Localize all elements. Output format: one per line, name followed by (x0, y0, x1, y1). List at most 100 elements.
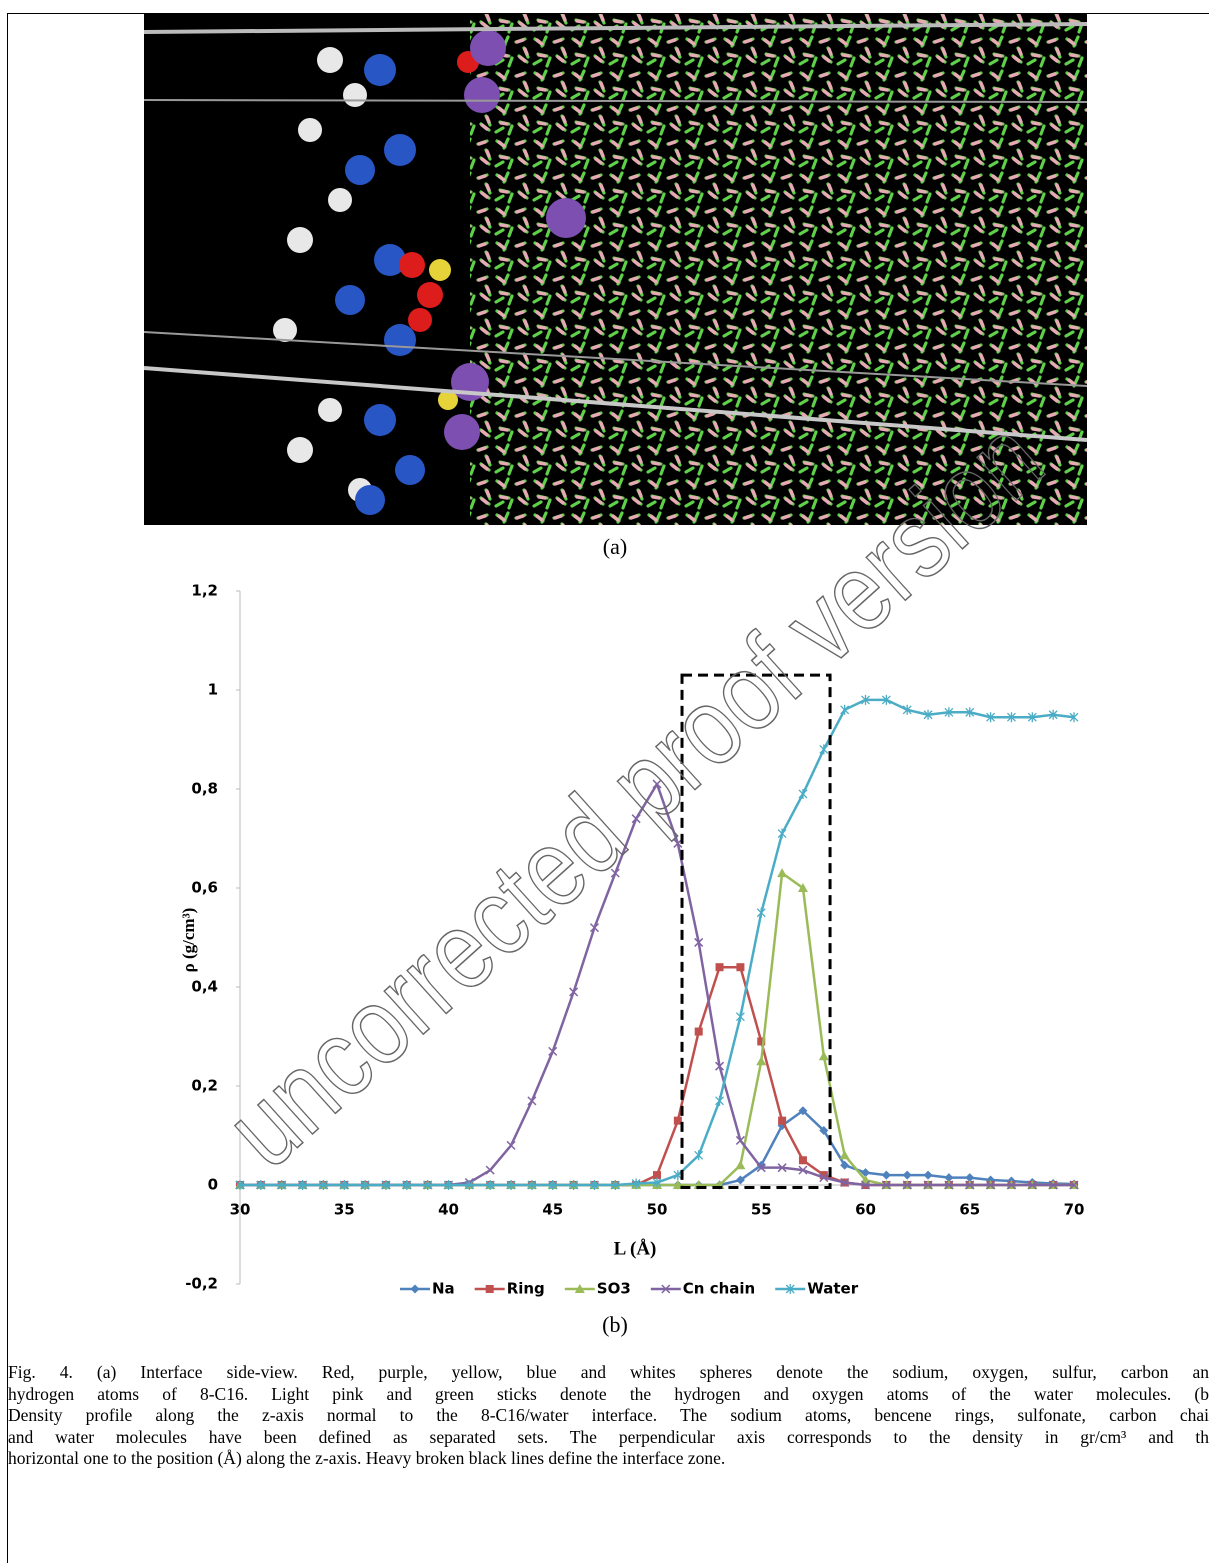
marker (444, 1180, 453, 1190)
legend: Na Ring SO3 Cn chain Water (400, 1280, 859, 1298)
marker (777, 1163, 787, 1173)
marker (631, 814, 641, 824)
marker (798, 1165, 808, 1175)
marker (485, 1165, 495, 1175)
snapshot-image (143, 14, 1088, 525)
marker (840, 704, 850, 715)
marker (589, 1180, 599, 1190)
marker (797, 883, 808, 892)
marker (235, 1180, 245, 1190)
marker (777, 828, 787, 839)
marker (256, 1180, 266, 1190)
x-tick-label: 30 (230, 1201, 251, 1219)
caption-line: horizontal one to the position (Å) along… (8, 1448, 726, 1468)
marker (735, 1160, 746, 1170)
marker (694, 937, 704, 947)
marker (527, 1096, 537, 1106)
marker (298, 1180, 308, 1190)
marker (506, 1180, 516, 1190)
marker (860, 1180, 871, 1190)
y-tick-label: 0,4 (191, 978, 218, 996)
marker (548, 1180, 558, 1190)
x-tick-label: 35 (334, 1201, 355, 1219)
marker (673, 1170, 683, 1181)
marker (673, 838, 683, 848)
marker (736, 963, 745, 972)
marker (785, 1284, 795, 1294)
marker (653, 1171, 661, 1180)
marker (965, 707, 975, 718)
x-tick-label: 45 (542, 1201, 563, 1219)
marker (798, 788, 808, 799)
marker (672, 1180, 683, 1189)
marker (923, 1180, 933, 1190)
x-tick-label: 60 (855, 1201, 876, 1219)
legend-label: Water (807, 1280, 858, 1298)
marker (1069, 712, 1079, 723)
marker (631, 1178, 641, 1189)
marker (861, 694, 870, 705)
marker (1006, 1180, 1016, 1190)
marker (661, 1284, 671, 1294)
marker (673, 1116, 682, 1125)
marker (819, 1126, 829, 1136)
y-tick-label: -0,2 (185, 1275, 218, 1293)
marker (819, 1173, 829, 1183)
marker (485, 1285, 494, 1293)
marker (1006, 712, 1016, 723)
caption-line: Density profile along the z-axis normal … (8, 1405, 1209, 1425)
x-axis-title: L (Å) (614, 1238, 657, 1259)
marker (694, 1027, 703, 1036)
marker (574, 1284, 585, 1293)
y-tick-label: 0,2 (191, 1077, 218, 1095)
plot: -0,2 0 0,2 0,4 0,6 0,8 1 1,2 30 35 40 45 50 55 60 65 70 N… (185, 582, 1084, 1298)
marker (757, 1037, 766, 1046)
marker (652, 779, 662, 789)
x-tick-label: 50 (647, 1201, 668, 1219)
caption-line: Fig. 4. (a) Interface side-view. Red, pu… (8, 1362, 1209, 1382)
marker (589, 923, 599, 933)
marker (986, 712, 996, 723)
marker (360, 1180, 370, 1190)
marker (777, 868, 788, 878)
marker (756, 907, 766, 918)
marker (715, 1061, 725, 1071)
x-tick-label: 65 (959, 1201, 980, 1219)
marker (735, 1135, 745, 1145)
y-tick-label: 0,8 (191, 780, 218, 798)
marker (881, 694, 891, 705)
legend-label: Na (432, 1280, 455, 1298)
marker (798, 1156, 807, 1165)
marker (548, 1046, 558, 1056)
marker (965, 1180, 975, 1190)
marker (1048, 1180, 1058, 1190)
y-axis-title: ρ (g/cm³) (179, 908, 198, 973)
marker (715, 963, 724, 972)
marker (569, 987, 579, 997)
marker (839, 1150, 850, 1160)
marker (861, 1168, 870, 1178)
y-tick-label: 0 (208, 1176, 218, 1194)
marker (798, 1106, 808, 1116)
x-tick-label: 55 (751, 1201, 772, 1219)
interface-zone (680, 673, 832, 1189)
marker (881, 1180, 891, 1190)
marker (569, 1180, 579, 1190)
y-tick-label: 1,2 (191, 582, 218, 600)
legend-label: Cn chain (683, 1280, 755, 1298)
marker (381, 1180, 391, 1190)
marker (840, 1160, 850, 1170)
marker (944, 707, 954, 718)
marker (944, 1180, 954, 1190)
marker (527, 1180, 537, 1190)
marker (339, 1180, 349, 1190)
marker (318, 1180, 328, 1190)
marker (1048, 709, 1058, 720)
marker (923, 709, 933, 720)
marker (402, 1180, 412, 1190)
marker (652, 1177, 662, 1188)
marker (1069, 1180, 1079, 1190)
marker (818, 1051, 829, 1061)
